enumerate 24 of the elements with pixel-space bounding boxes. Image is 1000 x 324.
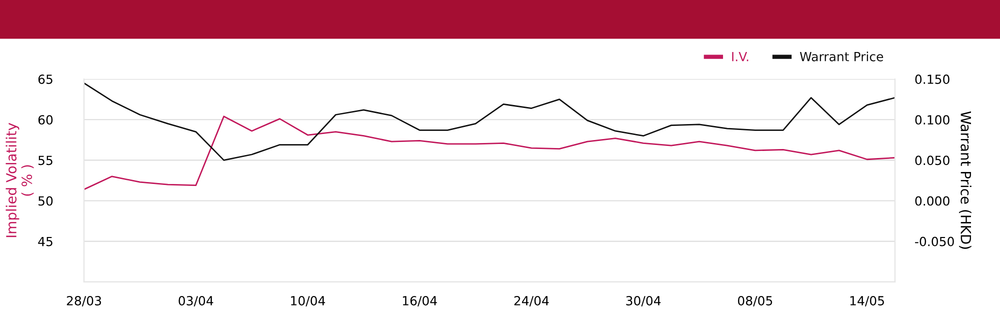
y2-tick-label: 0.100 <box>915 115 950 125</box>
x-tick-label: 14/05 <box>850 296 884 306</box>
x-tick-label: 16/04 <box>402 296 437 306</box>
y2-tick-label: 0.150 <box>915 74 950 84</box>
y-tick-label: 45 <box>38 236 52 246</box>
y-tick-label: 65 <box>38 74 52 84</box>
x-tick-label: 28/03 <box>66 296 102 306</box>
x-tick-label: 30/04 <box>626 296 661 306</box>
y2-tick-label: -0.050 <box>915 236 954 246</box>
line-series <box>84 116 895 190</box>
legend-label: Warrant Price <box>800 52 884 62</box>
x-tick-label: 24/04 <box>514 296 549 306</box>
y2-tick-label: 0.000 <box>915 196 950 206</box>
y-tick-label: 60 <box>38 115 53 125</box>
y-tick-label: 55 <box>38 156 52 166</box>
legend-label: I.V. <box>732 52 748 62</box>
x-tick-label: 10/04 <box>291 296 326 306</box>
y-tick-label: 50 <box>38 196 53 206</box>
x-tick-label: 03/04 <box>178 296 214 306</box>
y2-axis-title: Warrant Price (HKD) <box>959 111 972 249</box>
x-tick-label: 08/05 <box>738 296 772 306</box>
y2-tick-label: 0.050 <box>915 156 950 166</box>
y-axis-title: Implied Volatility ( % ) <box>6 122 34 238</box>
line-series <box>84 82 895 161</box>
